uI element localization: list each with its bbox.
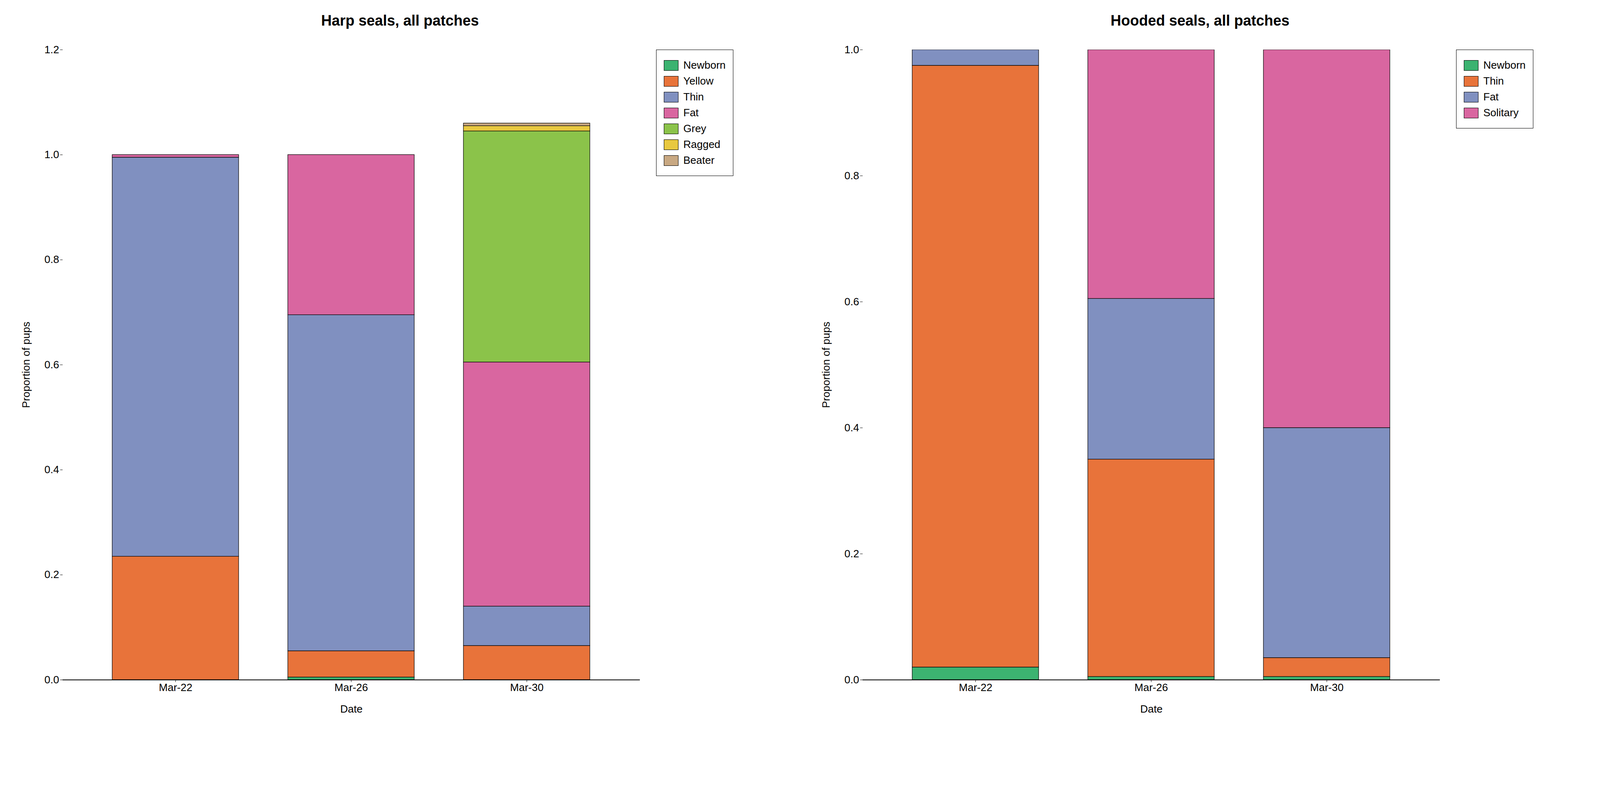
html-text:Grey: Grey — [683, 122, 707, 135]
svg-text:Mar-26: Mar-26 — [1134, 681, 1168, 694]
svg-text:Mar-30: Mar-30 — [1310, 681, 1344, 694]
svg-text:0.2: 0.2 — [44, 568, 59, 581]
html-text:Hooded seals, all patches: Hooded seals, all patches — [1110, 12, 1290, 29]
svg-text:1.0: 1.0 — [44, 148, 59, 161]
html-text:Harp seals, all patches: Harp seals, all patches — [321, 12, 479, 29]
html-text:Fat: Fat — [1483, 90, 1499, 103]
svg-text:0.6: 0.6 — [44, 358, 59, 371]
svg-text:1.2: 1.2 — [44, 43, 59, 56]
html-text:Thin: Thin — [1483, 74, 1504, 87]
svg-text:Mar-30: Mar-30 — [510, 681, 544, 694]
svg-text:0.0: 0.0 — [44, 673, 59, 686]
svg-text:0.0: 0.0 — [844, 673, 859, 686]
svg-text:0.2: 0.2 — [844, 547, 859, 560]
svg-text:1.0: 1.0 — [844, 43, 859, 56]
svg-text:Mar-26: Mar-26 — [334, 681, 368, 694]
svg-text:Date: Date — [340, 702, 363, 716]
html-text:Ragged: Ragged — [683, 138, 721, 151]
svg-text:Proportion of pups: Proportion of pups — [819, 321, 833, 408]
html-text:Yellow: Yellow — [683, 74, 714, 87]
html-text:Newborn: Newborn — [683, 58, 726, 72]
html-text:Newborn: Newborn — [1483, 58, 1526, 72]
svg-text:Proportion of pups: Proportion of pups — [19, 321, 33, 408]
svg-text:0.8: 0.8 — [44, 253, 59, 266]
svg-text:0.8: 0.8 — [844, 169, 859, 182]
svg-text:0.4: 0.4 — [44, 463, 59, 476]
html-text:Beater: Beater — [683, 154, 715, 167]
html-text:Fat: Fat — [683, 106, 699, 119]
svg-text:Mar-22: Mar-22 — [958, 681, 993, 694]
svg-text:0.6: 0.6 — [844, 295, 859, 308]
svg-text:Mar-22: Mar-22 — [158, 681, 193, 694]
svg-text:Date: Date — [1140, 702, 1163, 716]
html-text:Thin: Thin — [683, 90, 704, 103]
svg-text:0.4: 0.4 — [844, 421, 859, 434]
html-text:Solitary: Solitary — [1483, 106, 1519, 119]
